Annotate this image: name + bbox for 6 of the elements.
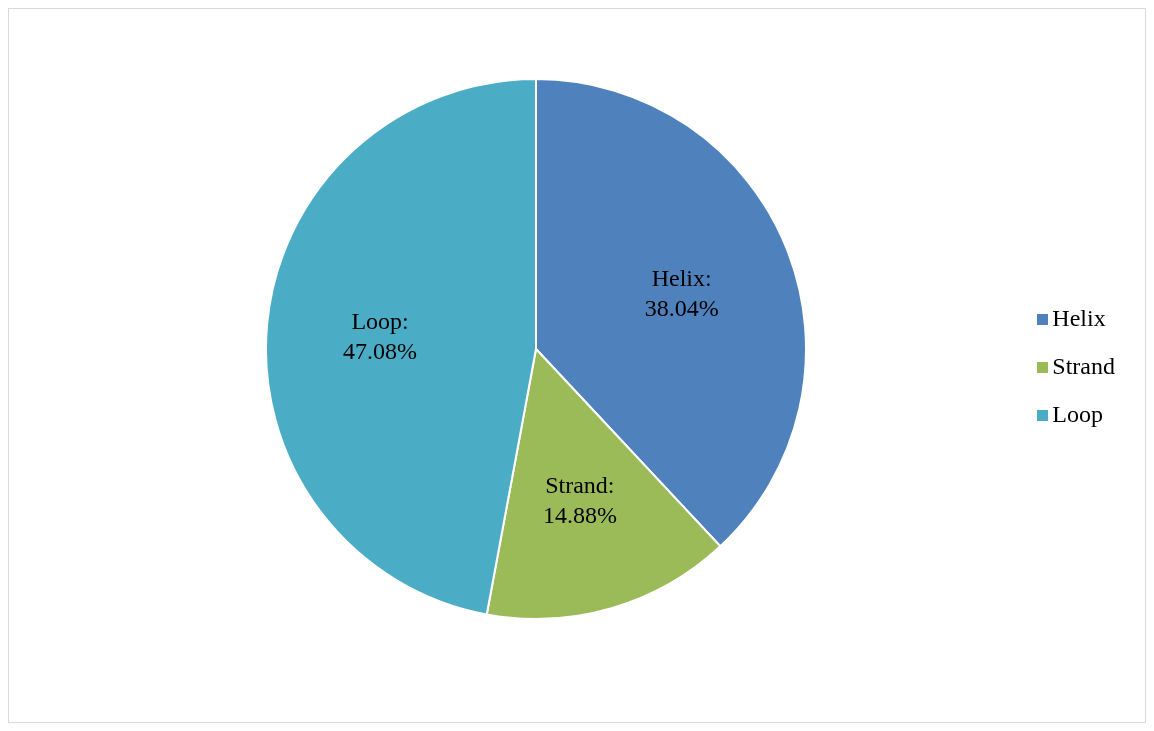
legend-label: Strand [1052, 352, 1115, 379]
data-label: Helix: 38.04% [644, 264, 719, 321]
legend-label: Helix [1052, 304, 1106, 331]
legend-label: Loop [1052, 400, 1103, 427]
data-label: Strand: 14.88% [542, 472, 617, 529]
data-label: Loop: 47.08% [343, 307, 418, 364]
